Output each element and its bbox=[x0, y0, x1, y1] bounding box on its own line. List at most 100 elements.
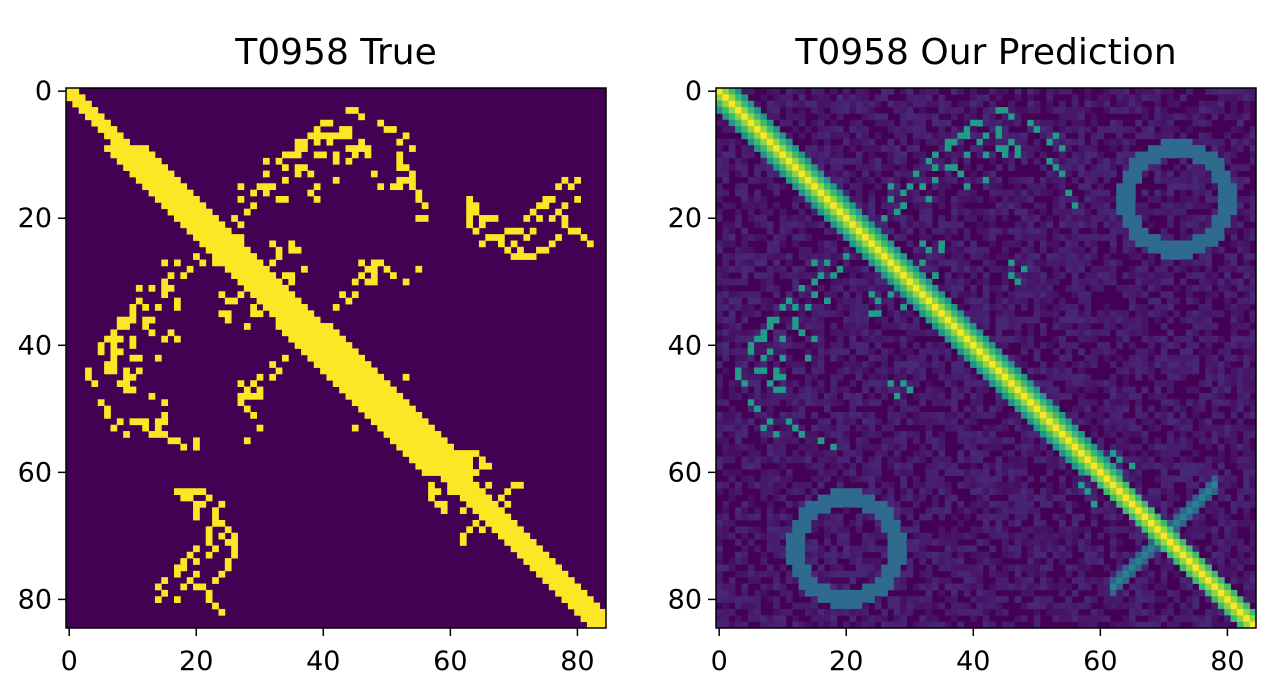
heatmap-cell bbox=[1065, 113, 1072, 120]
heatmap-cell bbox=[339, 387, 346, 394]
heatmap-cell bbox=[735, 247, 742, 254]
heatmap-cell bbox=[473, 450, 480, 457]
heatmap-cell bbox=[225, 526, 232, 533]
heatmap-cell bbox=[722, 164, 729, 171]
heatmap-cell bbox=[951, 310, 958, 317]
heatmap-cell bbox=[1205, 171, 1212, 178]
heatmap-cell bbox=[1015, 412, 1022, 419]
heatmap-cell bbox=[951, 336, 958, 343]
heatmap-cell bbox=[786, 323, 793, 330]
heatmap-cell bbox=[1123, 139, 1130, 146]
heatmap-cell bbox=[536, 215, 543, 222]
heatmap-cell bbox=[161, 418, 168, 425]
heatmap-cell bbox=[792, 145, 799, 152]
heatmap-cell bbox=[1243, 234, 1250, 241]
heatmap-cell bbox=[581, 609, 588, 616]
heatmap-cell bbox=[1123, 272, 1130, 279]
heatmap-cell bbox=[938, 393, 945, 400]
heatmap-cell bbox=[881, 247, 888, 254]
heatmap-cell bbox=[983, 260, 990, 267]
heatmap-cell bbox=[805, 482, 812, 489]
heatmap-cell bbox=[1173, 310, 1180, 317]
heatmap-cell bbox=[976, 336, 983, 343]
heatmap-cell bbox=[244, 253, 251, 260]
heatmap-cell bbox=[422, 463, 429, 470]
heatmap-cell bbox=[1053, 139, 1060, 146]
heatmap-cell bbox=[722, 368, 729, 375]
heatmap-cell bbox=[888, 139, 895, 146]
heatmap-cell bbox=[996, 488, 1003, 495]
heatmap-cell bbox=[1186, 399, 1193, 406]
heatmap-cell bbox=[799, 158, 806, 165]
heatmap-cell bbox=[741, 94, 748, 101]
heatmap-cell bbox=[837, 196, 844, 203]
heatmap-cell bbox=[1212, 336, 1219, 343]
heatmap-cell bbox=[799, 399, 806, 406]
heatmap-cell bbox=[1224, 469, 1231, 476]
heatmap-cell bbox=[117, 323, 124, 330]
heatmap-cell bbox=[729, 393, 736, 400]
heatmap-cell bbox=[1218, 221, 1225, 228]
heatmap-cell bbox=[970, 336, 977, 343]
heatmap-cell bbox=[1167, 113, 1174, 120]
heatmap-cell bbox=[900, 126, 907, 133]
heatmap-cell bbox=[888, 228, 895, 235]
heatmap-cell bbox=[792, 501, 799, 508]
heatmap-cell bbox=[1116, 202, 1123, 209]
heatmap-cell bbox=[964, 126, 971, 133]
heatmap-cell bbox=[748, 298, 755, 305]
heatmap-cell bbox=[767, 164, 774, 171]
heatmap-cell bbox=[983, 355, 990, 362]
heatmap-cell bbox=[970, 298, 977, 305]
heatmap-cell bbox=[1021, 228, 1028, 235]
heatmap-cell bbox=[1224, 88, 1231, 95]
heatmap-cell bbox=[1161, 342, 1168, 349]
heatmap-cell bbox=[1224, 228, 1231, 235]
heatmap-cell bbox=[805, 450, 812, 457]
heatmap-cell bbox=[492, 526, 499, 533]
heatmap-cell bbox=[976, 450, 983, 457]
heatmap-cell bbox=[1078, 132, 1085, 139]
heatmap-cell bbox=[913, 221, 920, 228]
heatmap-cell bbox=[1167, 437, 1174, 444]
heatmap-cell bbox=[384, 266, 391, 273]
heatmap-cell bbox=[1135, 444, 1142, 451]
heatmap-cell bbox=[868, 418, 875, 425]
heatmap-cell bbox=[1237, 139, 1244, 146]
heatmap-cell bbox=[1097, 272, 1104, 279]
heatmap-cell bbox=[371, 266, 378, 273]
heatmap-cell bbox=[1059, 158, 1066, 165]
heatmap-cell bbox=[1135, 456, 1142, 463]
heatmap-cell bbox=[868, 463, 875, 470]
heatmap-cell bbox=[1110, 399, 1117, 406]
heatmap-cell bbox=[250, 279, 257, 286]
heatmap-cell bbox=[1002, 304, 1009, 311]
heatmap-cell bbox=[1129, 196, 1136, 203]
heatmap-cell bbox=[945, 171, 952, 178]
heatmap-cell bbox=[1040, 495, 1047, 502]
heatmap-cell bbox=[155, 158, 162, 165]
heatmap-cell bbox=[301, 266, 308, 273]
heatmap-cell bbox=[799, 285, 806, 292]
heatmap-cell bbox=[945, 183, 952, 190]
heatmap-cell bbox=[811, 152, 818, 159]
heatmap-cell bbox=[970, 469, 977, 476]
heatmap-cell bbox=[983, 463, 990, 470]
heatmap-cell bbox=[786, 425, 793, 432]
heatmap-cell bbox=[875, 507, 882, 514]
heatmap-cell bbox=[926, 253, 933, 260]
heatmap-cell bbox=[1046, 94, 1053, 101]
heatmap-cell bbox=[1021, 380, 1028, 387]
heatmap-cell bbox=[754, 361, 761, 368]
heatmap-cell bbox=[919, 240, 926, 247]
heatmap-cell bbox=[760, 158, 767, 165]
heatmap-cell bbox=[403, 418, 410, 425]
heatmap-cell bbox=[1231, 374, 1238, 381]
heatmap-cell bbox=[735, 113, 742, 120]
heatmap-cell bbox=[894, 234, 901, 241]
heatmap-cell bbox=[837, 495, 844, 502]
heatmap-cell bbox=[1205, 158, 1212, 165]
heatmap-cell bbox=[390, 399, 397, 406]
heatmap-cell bbox=[390, 418, 397, 425]
heatmap-cell bbox=[1065, 196, 1072, 203]
